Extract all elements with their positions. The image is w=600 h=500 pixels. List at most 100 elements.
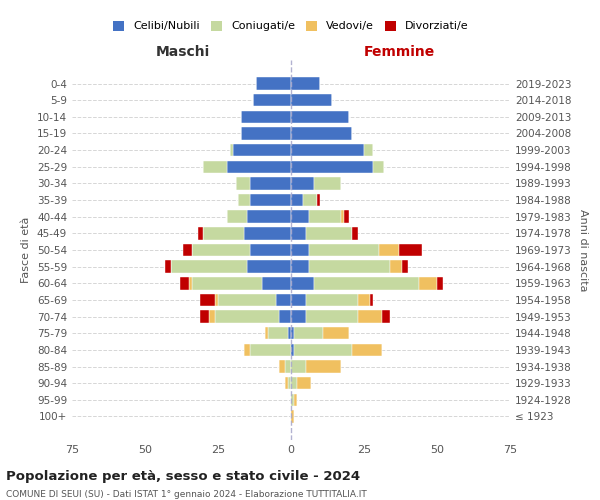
Bar bbox=[305, 360, 341, 373]
Bar bbox=[247, 210, 291, 223]
Bar bbox=[233, 144, 291, 156]
Bar bbox=[280, 310, 291, 323]
Bar bbox=[390, 260, 402, 273]
Bar bbox=[209, 310, 215, 323]
Bar bbox=[247, 260, 291, 273]
Bar bbox=[218, 294, 277, 306]
Bar bbox=[382, 310, 390, 323]
Bar bbox=[291, 94, 332, 106]
Bar bbox=[227, 210, 247, 223]
Y-axis label: Anni di nascita: Anni di nascita bbox=[578, 209, 588, 291]
Bar bbox=[288, 377, 291, 390]
Text: Maschi: Maschi bbox=[156, 44, 210, 59]
Bar bbox=[236, 177, 250, 190]
Bar bbox=[285, 360, 291, 373]
Bar bbox=[238, 194, 250, 206]
Bar bbox=[373, 160, 385, 173]
Bar bbox=[291, 260, 308, 273]
Bar bbox=[370, 294, 373, 306]
Bar bbox=[285, 377, 288, 390]
Bar bbox=[364, 144, 373, 156]
Bar bbox=[305, 294, 358, 306]
Bar bbox=[305, 227, 352, 239]
Bar bbox=[352, 344, 382, 356]
Bar bbox=[294, 344, 352, 356]
Bar bbox=[314, 277, 419, 289]
Bar bbox=[180, 277, 189, 289]
Bar bbox=[291, 78, 320, 90]
Bar bbox=[241, 110, 291, 123]
Bar bbox=[250, 177, 291, 190]
Bar bbox=[437, 277, 443, 289]
Bar bbox=[192, 277, 262, 289]
Bar bbox=[227, 160, 291, 173]
Bar bbox=[291, 127, 352, 140]
Bar bbox=[244, 227, 291, 239]
Bar bbox=[215, 310, 280, 323]
Bar bbox=[294, 327, 323, 340]
Bar bbox=[197, 227, 203, 239]
Bar bbox=[241, 127, 291, 140]
Legend: Celibi/Nubili, Coniugati/e, Vedovi/e, Divorziati/e: Celibi/Nubili, Coniugati/e, Vedovi/e, Di… bbox=[109, 16, 473, 36]
Bar bbox=[291, 144, 364, 156]
Bar bbox=[302, 194, 317, 206]
Bar bbox=[291, 177, 314, 190]
Bar bbox=[250, 244, 291, 256]
Bar bbox=[192, 244, 250, 256]
Y-axis label: Fasce di età: Fasce di età bbox=[22, 217, 31, 283]
Bar bbox=[291, 194, 302, 206]
Bar bbox=[344, 210, 349, 223]
Text: COMUNE DI SEUI (SU) - Dati ISTAT 1° gennaio 2024 - Elaborazione TUTTITALIA.IT: COMUNE DI SEUI (SU) - Dati ISTAT 1° genn… bbox=[6, 490, 367, 499]
Bar bbox=[308, 210, 341, 223]
Bar bbox=[291, 377, 297, 390]
Bar bbox=[352, 227, 358, 239]
Bar bbox=[230, 144, 233, 156]
Bar bbox=[308, 260, 390, 273]
Bar bbox=[419, 277, 437, 289]
Bar bbox=[291, 310, 305, 323]
Bar bbox=[262, 277, 291, 289]
Bar bbox=[280, 360, 285, 373]
Bar bbox=[317, 194, 320, 206]
Bar bbox=[305, 310, 358, 323]
Text: Femmine: Femmine bbox=[364, 44, 434, 59]
Bar bbox=[183, 244, 192, 256]
Bar bbox=[189, 277, 192, 289]
Bar bbox=[297, 377, 311, 390]
Bar bbox=[166, 260, 171, 273]
Bar bbox=[291, 294, 305, 306]
Bar bbox=[171, 260, 247, 273]
Bar bbox=[291, 110, 349, 123]
Bar bbox=[308, 244, 379, 256]
Bar bbox=[203, 160, 227, 173]
Bar bbox=[200, 294, 215, 306]
Bar bbox=[256, 78, 291, 90]
Bar bbox=[268, 327, 288, 340]
Bar bbox=[291, 327, 294, 340]
Bar bbox=[200, 310, 209, 323]
Bar bbox=[291, 394, 294, 406]
Bar bbox=[250, 344, 291, 356]
Bar bbox=[291, 227, 305, 239]
Bar bbox=[314, 177, 341, 190]
Bar bbox=[253, 94, 291, 106]
Bar bbox=[291, 210, 308, 223]
Bar bbox=[341, 210, 344, 223]
Bar bbox=[294, 394, 297, 406]
Bar bbox=[358, 310, 382, 323]
Bar bbox=[203, 227, 244, 239]
Bar bbox=[291, 277, 314, 289]
Bar bbox=[291, 360, 305, 373]
Bar bbox=[291, 344, 294, 356]
Bar bbox=[288, 327, 291, 340]
Bar bbox=[291, 244, 308, 256]
Bar bbox=[250, 194, 291, 206]
Bar bbox=[265, 327, 268, 340]
Bar bbox=[402, 260, 408, 273]
Text: Popolazione per età, sesso e stato civile - 2024: Popolazione per età, sesso e stato civil… bbox=[6, 470, 360, 483]
Bar bbox=[323, 327, 349, 340]
Bar bbox=[291, 410, 294, 422]
Bar bbox=[399, 244, 422, 256]
Bar bbox=[358, 294, 370, 306]
Bar bbox=[244, 344, 250, 356]
